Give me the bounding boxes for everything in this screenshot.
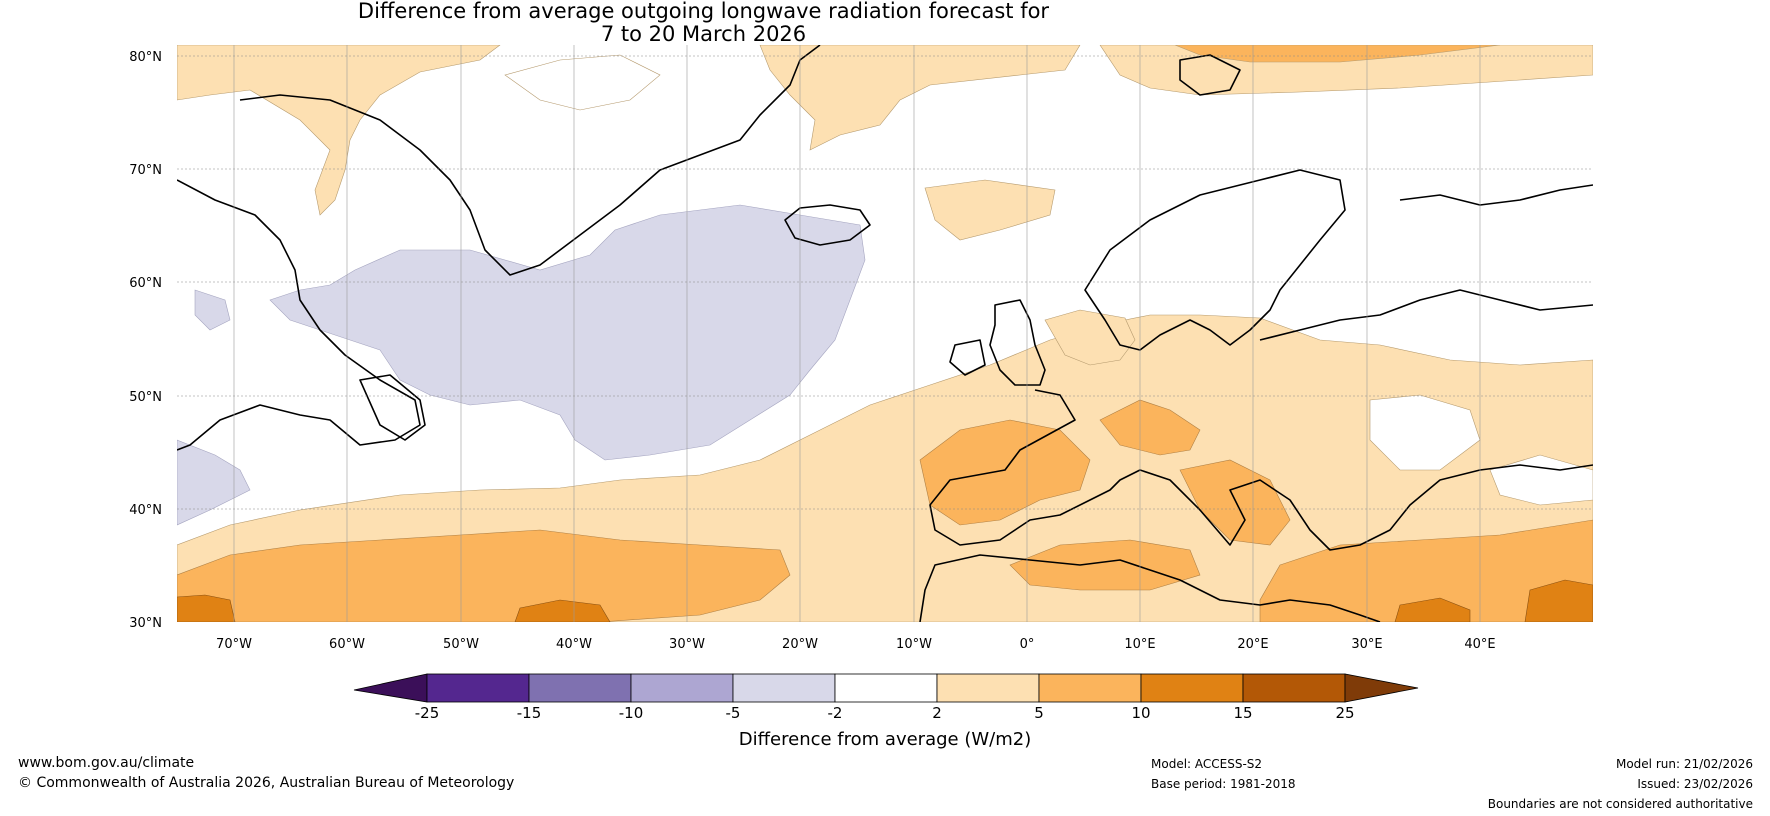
colorbar-tick-2: 2	[932, 704, 942, 722]
colorbar-bin-5-10	[1038, 673, 1142, 703]
lon-label-0: 0°	[1020, 637, 1035, 652]
anomaly-region-far-west-strong	[177, 594, 236, 622]
lon-label-20e: 20°E	[1237, 637, 1268, 652]
boundary-disclaimer: Boundaries are not considered authoritat…	[1487, 797, 1753, 811]
coastlines	[177, 45, 1593, 622]
copyright-notice: © Commonwealth of Australia 2026, Austra…	[18, 775, 515, 791]
anomaly-region-central-europe-medium	[1099, 399, 1201, 456]
lon-label-40w: 40°W	[556, 637, 592, 652]
anomaly-region-neutral-turkey	[1489, 454, 1593, 506]
anomaly-region-red-sea-strong	[1394, 597, 1471, 622]
lat-label-70n: 70°N	[129, 163, 162, 178]
colorbar-bin-neg15-neg10	[528, 673, 632, 703]
coastline-north-africa	[919, 554, 1381, 622]
anomaly-region-iberia-medium	[919, 419, 1091, 526]
anomaly-region-mid-atlantic-strong	[514, 599, 611, 622]
lon-label-10e: 10°E	[1124, 637, 1155, 652]
lon-label-50w: 50°W	[443, 637, 479, 652]
colorbar-title: Difference from average (W/m2)	[739, 729, 1031, 750]
lat-label-40n: 40°N	[129, 503, 162, 518]
website-link[interactable]: www.bom.gov.au/climate	[18, 755, 195, 771]
colorbar-bin-neg25-neg15	[426, 673, 530, 703]
anomaly-region-arctic-light	[177, 45, 501, 216]
coastline-continental-europe	[929, 389, 1593, 551]
lon-label-30w: 30°W	[669, 637, 705, 652]
anomaly-region-east-med-medium	[1259, 519, 1593, 622]
graticule	[177, 55, 1593, 510]
anomaly-region-north-africa-medium	[1009, 539, 1201, 591]
anomaly-region-uk-light	[1044, 309, 1136, 366]
anomaly-region-neutral-black-sea	[1369, 394, 1481, 471]
lon-label-30e: 30°E	[1351, 637, 1382, 652]
coastline-labrador	[177, 179, 421, 451]
colorbar-tick-15: 15	[1233, 704, 1252, 722]
issued-date: Issued: 23/02/2026	[1637, 777, 1753, 791]
anomaly-shading	[177, 45, 1593, 622]
graticule-meridians	[233, 45, 1481, 622]
colorbar	[353, 673, 1419, 703]
coastline-newfoundland	[359, 374, 426, 441]
map-title-line-1: Difference from average outgoing longwav…	[357, 0, 1050, 23]
coastline-iceland	[784, 204, 871, 246]
lon-label-10w: 10°W	[896, 637, 932, 652]
model-run-date: Model run: 21/02/2026	[1615, 757, 1753, 771]
coastline-greenland	[239, 45, 821, 276]
lat-label-50n: 50°N	[129, 390, 162, 405]
coastline-baltic-russia	[1259, 289, 1593, 341]
colorbar-bin-15-25	[1242, 673, 1346, 703]
anomaly-region-arabia-strong	[1524, 579, 1593, 622]
coastline-scandinavia	[1084, 169, 1346, 351]
colorbar-extend-low	[353, 673, 428, 703]
colorbar-bin-2-5	[936, 673, 1040, 703]
coastline-svalbard	[1179, 54, 1241, 96]
colorbar-tick-neg25: -25	[415, 704, 440, 722]
lon-label-70w: 70°W	[216, 637, 252, 652]
colorbar-tick-10: 10	[1131, 704, 1150, 722]
anomaly-region-hudson-negative	[194, 289, 231, 331]
lat-label-60n: 60°N	[129, 276, 162, 291]
colorbar-extend-high	[1344, 673, 1419, 703]
anomaly-region-norwegian-patch	[924, 179, 1056, 241]
coastline-arctic-russia	[1399, 184, 1593, 206]
anomaly-region-atlantic-south-medium	[177, 529, 791, 622]
colorbar-bin-neg5-neg2	[732, 673, 836, 703]
lon-label-60w: 60°W	[329, 637, 365, 652]
anomaly-region-north-atlantic-negative	[269, 204, 866, 461]
anomaly-region-labrador-negative	[177, 439, 251, 526]
colorbar-bin-neg2-2	[834, 673, 938, 703]
coastline-british-isles	[949, 299, 1046, 386]
anomaly-region-barents-strong	[1174, 45, 1501, 63]
lat-label-80n: 80°N	[129, 50, 162, 65]
colorbar-tick-neg10: -10	[619, 704, 644, 722]
colorbar-bin-10-15	[1140, 673, 1244, 703]
colorbar-tick-neg5: -5	[726, 704, 741, 722]
colorbar-tick-neg2: -2	[828, 704, 843, 722]
map-title-line-2: 7 to 20 March 2026	[600, 22, 807, 46]
base-period: Base period: 1981-2018	[1151, 777, 1296, 791]
lon-label-40e: 40°E	[1464, 637, 1495, 652]
lon-label-20w: 20°W	[782, 637, 818, 652]
colorbar-tick-5: 5	[1034, 704, 1044, 722]
model-name: Model: ACCESS-S2	[1151, 757, 1263, 771]
colorbar-bin-neg10-neg5	[630, 673, 734, 703]
anomaly-region-greenland-sea	[759, 45, 1081, 151]
lat-label-30n: 30°N	[129, 616, 162, 631]
colorbar-tick-25: 25	[1335, 704, 1354, 722]
colorbar-tick-neg15: -15	[517, 704, 542, 722]
anomaly-region-neutral-arctic	[504, 54, 661, 111]
